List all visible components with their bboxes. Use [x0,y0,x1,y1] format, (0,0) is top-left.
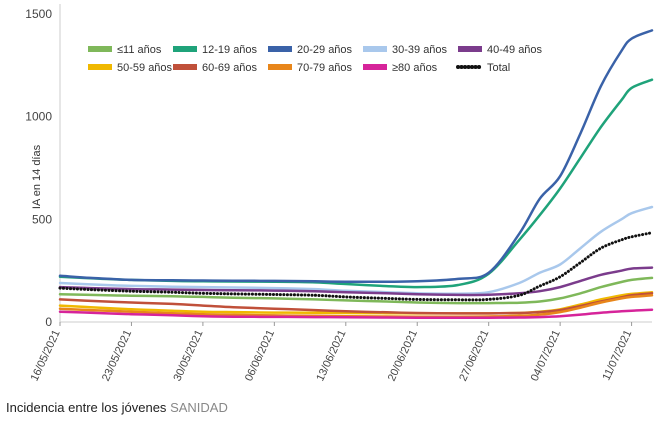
x-tick-label: 11/07/2021 [601,328,635,382]
y-tick-label: 1500 [25,7,52,21]
legend-label: 60-69 años [202,62,258,74]
y-tick-label: 1000 [25,110,52,124]
legend-label: 40-49 años [487,44,543,56]
x-tick-label: 13/06/2021 [314,328,348,383]
legend-label: ≥80 años [392,62,438,74]
y-axis-label: IA en 14 días [31,144,43,209]
legend-label: Total [487,62,510,74]
series-line [58,78,654,289]
figure-caption: Incidencia entre los jóvenes SANIDAD [6,400,228,415]
series-line [58,231,654,302]
y-tick-label: 500 [32,212,52,226]
legend-label: 20-29 años [297,44,353,56]
x-tick-label: 27/06/2021 [457,328,491,383]
x-tick-label: 30/05/2021 [171,328,205,383]
line-chart: 0 500 1000 1500 16/05/2021 23/05/2021 30/05/2… [25,4,654,383]
x-tick-label: 06/06/2021 [243,328,277,383]
legend-label: 50-59 años [117,62,173,74]
x-tick-label: 16/05/2021 [29,328,63,383]
series-line [58,308,654,319]
plot-lines [58,29,654,319]
legend-label: ≤11 años [117,44,162,56]
legend: ≤11 años 12-19 años 20-29 años 30-39 años 40… [88,44,543,74]
y-tick-label: 0 [45,315,52,329]
x-axis: 16/05/2021 23/05/2021 30/05/2021 06/06/2021… [29,321,652,383]
legend-label: 12-19 años [202,44,258,56]
series-line [58,266,654,297]
x-tick-label: 20/06/2021 [386,328,420,383]
series-line [58,29,654,284]
series-line [58,276,654,305]
y-axis: 0 500 1000 1500 [25,4,61,329]
caption-source: SANIDAD [170,400,228,415]
legend-label: 30-39 años [392,44,448,56]
x-tick-label: 23/05/2021 [100,328,134,383]
caption-text: Incidencia entre los jóvenes [6,400,167,415]
x-tick-label: 04/07/2021 [529,328,563,383]
legend-label: 70-79 años [297,62,353,74]
